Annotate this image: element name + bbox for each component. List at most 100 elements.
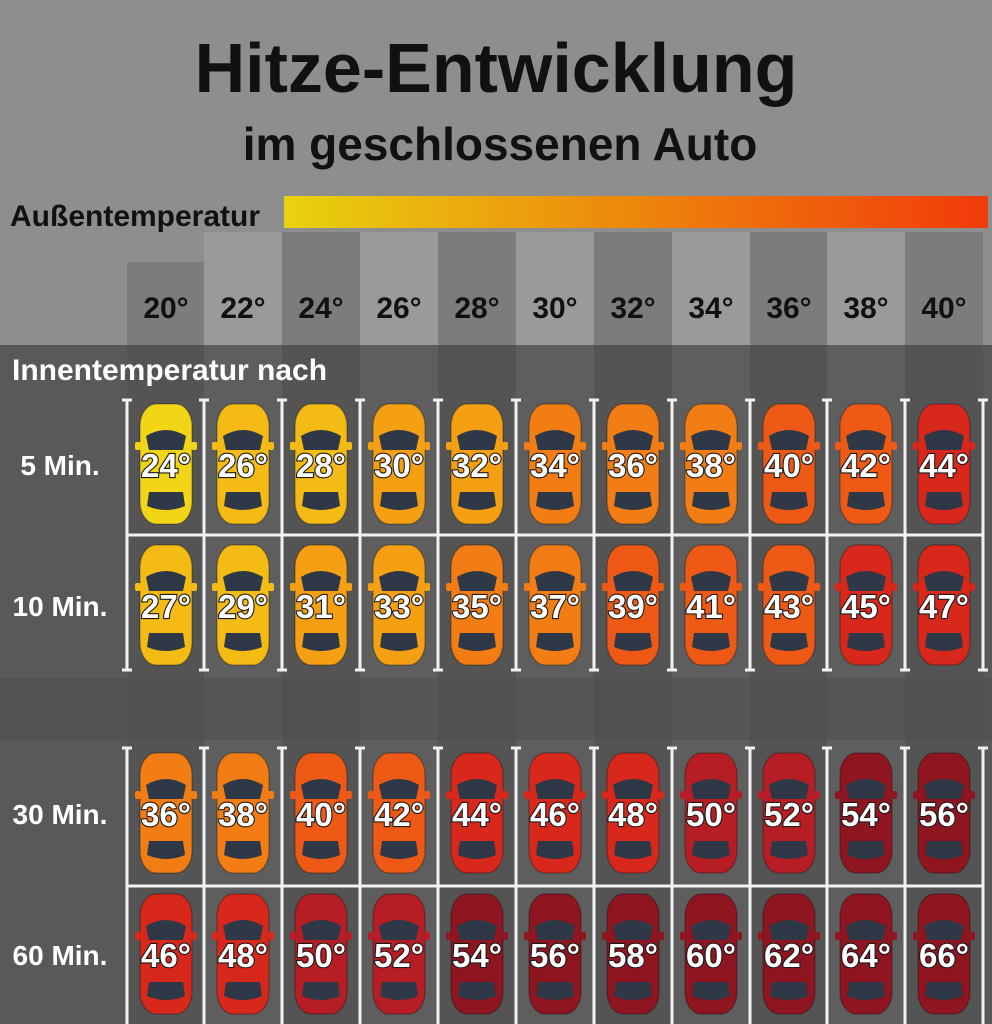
- car-windshield: [223, 430, 263, 450]
- car: 48°: [602, 752, 664, 874]
- car-rear-window: [458, 841, 496, 859]
- column-header: 24°: [298, 292, 343, 325]
- temperature-value: 45°: [841, 588, 891, 625]
- car-rear-window: [380, 633, 418, 651]
- car-mirror: [290, 932, 296, 940]
- temperature-value: 58°: [608, 937, 658, 974]
- car: 38°: [680, 403, 742, 525]
- car-mirror: [346, 932, 352, 940]
- car-windshield: [535, 779, 575, 799]
- temperature-value: 48°: [608, 796, 658, 833]
- column-header: 30°: [532, 292, 577, 325]
- car-windshield: [457, 571, 497, 591]
- temperature-value: 42°: [841, 447, 891, 484]
- car-mirror: [658, 583, 664, 591]
- car-windshield: [846, 430, 886, 450]
- car: 40°: [290, 752, 352, 874]
- car-mirror: [891, 442, 897, 450]
- car-windshield: [301, 430, 341, 450]
- car-mirror: [602, 583, 608, 591]
- car-rear-window: [925, 492, 963, 510]
- temperature-value: 31°: [296, 588, 346, 625]
- car: 28°: [290, 403, 352, 525]
- car: 24°: [135, 403, 197, 525]
- car-mirror: [758, 583, 764, 591]
- car-rear-window: [302, 492, 340, 510]
- car-mirror: [424, 583, 430, 591]
- car: 29°: [212, 544, 274, 666]
- car-rear-window: [536, 633, 574, 651]
- temperature-value: 52°: [374, 937, 424, 974]
- temperature-value: 27°: [141, 588, 191, 625]
- car: 36°: [602, 403, 664, 525]
- car: 60°: [680, 893, 742, 1015]
- car-mirror: [891, 932, 897, 940]
- car-mirror: [736, 583, 742, 591]
- car-rear-window: [224, 982, 262, 1000]
- temperature-value: 29°: [218, 588, 268, 625]
- car-rear-window: [147, 841, 185, 859]
- car-windshield: [613, 430, 653, 450]
- car-rear-window: [770, 841, 808, 859]
- car-mirror: [446, 583, 452, 591]
- car: 52°: [758, 752, 820, 874]
- car-mirror: [135, 442, 141, 450]
- car: 66°: [913, 893, 975, 1015]
- temperature-value: 54°: [841, 796, 891, 833]
- temperature-value: 44°: [452, 796, 502, 833]
- car-mirror: [346, 791, 352, 799]
- temperature-value: 35°: [452, 588, 502, 625]
- car-mirror: [524, 791, 530, 799]
- temperature-value: 39°: [608, 588, 658, 625]
- car: 44°: [446, 752, 508, 874]
- temperature-value: 40°: [296, 796, 346, 833]
- car-mirror: [602, 932, 608, 940]
- car-windshield: [613, 779, 653, 799]
- car-rear-window: [536, 982, 574, 1000]
- column-band: [516, 232, 594, 345]
- car-rear-window: [770, 492, 808, 510]
- car-mirror: [446, 791, 452, 799]
- car-rear-window: [380, 841, 418, 859]
- car: 38°: [212, 752, 274, 874]
- car-windshield: [301, 571, 341, 591]
- car-windshield: [691, 430, 731, 450]
- car-windshield: [223, 779, 263, 799]
- car-windshield: [769, 571, 809, 591]
- car-windshield: [613, 920, 653, 940]
- car-windshield: [457, 920, 497, 940]
- car-rear-window: [458, 492, 496, 510]
- car-windshield: [535, 430, 575, 450]
- column-band: [360, 232, 438, 345]
- car: 56°: [524, 893, 586, 1015]
- car: 62°: [758, 893, 820, 1015]
- car: 50°: [680, 752, 742, 874]
- car: 34°: [524, 403, 586, 525]
- car: 50°: [290, 893, 352, 1015]
- temperature-value: 24°: [141, 447, 191, 484]
- column-header: 36°: [766, 292, 811, 325]
- car-rear-window: [614, 492, 652, 510]
- car: 45°: [835, 544, 897, 666]
- temperature-value: 66°: [919, 937, 969, 974]
- car-mirror: [680, 442, 686, 450]
- car-windshield: [924, 779, 964, 799]
- car: 64°: [835, 893, 897, 1015]
- car-windshield: [457, 779, 497, 799]
- car-mirror: [135, 932, 141, 940]
- car-windshield: [223, 920, 263, 940]
- car-rear-window: [614, 633, 652, 651]
- car: 42°: [835, 403, 897, 525]
- car: 52°: [368, 893, 430, 1015]
- car-mirror: [835, 932, 841, 940]
- temperature-value: 30°: [374, 447, 424, 484]
- car-rear-window: [692, 841, 730, 859]
- car-mirror: [268, 442, 274, 450]
- car-windshield: [846, 779, 886, 799]
- car-mirror: [814, 791, 820, 799]
- car-mirror: [891, 583, 897, 591]
- car-rear-window: [847, 841, 885, 859]
- car: 42°: [368, 752, 430, 874]
- car-rear-window: [302, 982, 340, 1000]
- temperature-gradient-bar: [284, 196, 988, 228]
